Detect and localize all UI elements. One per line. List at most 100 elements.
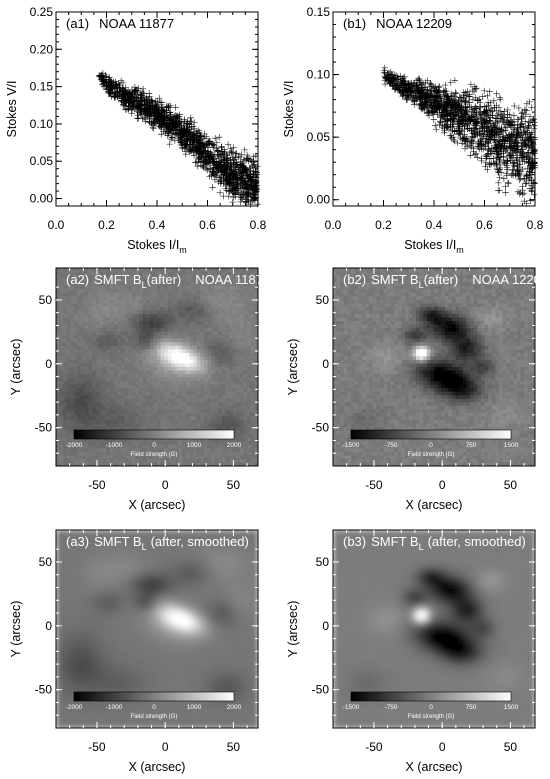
panel-label: (a1) xyxy=(66,16,89,31)
scatter-point xyxy=(500,175,508,182)
pixel xyxy=(189,282,194,287)
pixel xyxy=(113,306,118,311)
pixel xyxy=(211,356,216,361)
pixel xyxy=(171,335,176,340)
pixel xyxy=(236,299,241,304)
pixel xyxy=(200,363,205,368)
pixel xyxy=(203,370,208,375)
scatter-point xyxy=(477,111,484,118)
pixel xyxy=(200,296,205,301)
pixel xyxy=(59,345,64,350)
pixel xyxy=(167,321,172,325)
pixel xyxy=(74,321,79,325)
pixel xyxy=(200,285,205,290)
pixel xyxy=(164,271,169,276)
pixel xyxy=(92,345,97,350)
pixel xyxy=(99,317,104,322)
pixel xyxy=(117,299,122,304)
pixel xyxy=(200,282,205,287)
pixel xyxy=(77,374,82,379)
scatter-point xyxy=(481,117,489,124)
scatter-point xyxy=(119,94,126,102)
pixel xyxy=(70,331,75,336)
pixel xyxy=(178,278,183,283)
pixel xyxy=(88,310,93,315)
pixel xyxy=(229,345,234,350)
pixel xyxy=(243,331,248,336)
pixel xyxy=(146,374,151,379)
pixel xyxy=(135,292,140,297)
pixel xyxy=(74,317,79,322)
pixel xyxy=(182,331,187,336)
pixel xyxy=(239,352,244,357)
scatter-point xyxy=(439,113,446,120)
scatter-point xyxy=(501,114,508,121)
scatter-point xyxy=(489,111,496,119)
pixel xyxy=(99,275,104,280)
scatter-point xyxy=(250,153,257,160)
pixel xyxy=(229,292,234,297)
scatter-point xyxy=(520,150,528,158)
scatter-point xyxy=(198,151,205,158)
pixel xyxy=(185,352,190,357)
pixel xyxy=(214,306,219,311)
pixel xyxy=(77,363,82,368)
pixel xyxy=(218,374,223,379)
pixel xyxy=(225,282,230,287)
scatter-point xyxy=(146,106,154,113)
scatter-point xyxy=(244,191,251,199)
scatter-point xyxy=(434,96,441,104)
scatter-point xyxy=(217,178,225,186)
pixel xyxy=(113,367,118,371)
scatter-point xyxy=(526,113,534,120)
pixel xyxy=(160,271,165,276)
pixel xyxy=(221,331,226,336)
pixel xyxy=(99,338,104,343)
pixel xyxy=(207,303,212,308)
scatter-point xyxy=(474,97,481,104)
pixel xyxy=(146,321,151,325)
pixel xyxy=(254,296,258,301)
pixel xyxy=(243,306,248,311)
scatter-point xyxy=(210,144,217,151)
pixel xyxy=(149,296,154,301)
pixel xyxy=(157,359,162,364)
pixel xyxy=(229,367,234,371)
pixel xyxy=(243,363,248,368)
pixel xyxy=(193,278,198,283)
pixel xyxy=(247,349,252,354)
pixel xyxy=(239,331,244,336)
pixel xyxy=(175,342,180,347)
scatter-point xyxy=(146,99,153,106)
pixel xyxy=(113,324,118,329)
scatter-point xyxy=(192,144,199,151)
pixel xyxy=(189,292,194,297)
pixel xyxy=(225,356,230,361)
pixel xyxy=(106,303,111,308)
pixel xyxy=(232,292,237,297)
pixel xyxy=(88,271,93,276)
pixel xyxy=(157,303,162,308)
pixel xyxy=(110,292,115,297)
scatter-point xyxy=(232,154,239,162)
y-tick-label: 0.05 xyxy=(307,130,331,144)
pixel xyxy=(74,271,79,276)
pixel xyxy=(239,299,244,304)
pixel xyxy=(203,349,208,354)
pixel xyxy=(113,374,118,379)
pixel xyxy=(110,268,115,272)
pixel xyxy=(247,317,252,322)
scatter-point xyxy=(131,98,138,105)
x-tick-label: 0.2 xyxy=(375,218,392,232)
pixel xyxy=(66,349,71,354)
scatter-point xyxy=(216,189,224,196)
pixel xyxy=(120,271,125,276)
pixel xyxy=(200,299,205,304)
pixel xyxy=(182,374,187,379)
pixel xyxy=(221,282,226,287)
scatter-point xyxy=(238,195,245,203)
pixel xyxy=(66,370,71,375)
pixel xyxy=(196,303,201,308)
pixel xyxy=(178,328,183,333)
pixel xyxy=(178,367,183,371)
